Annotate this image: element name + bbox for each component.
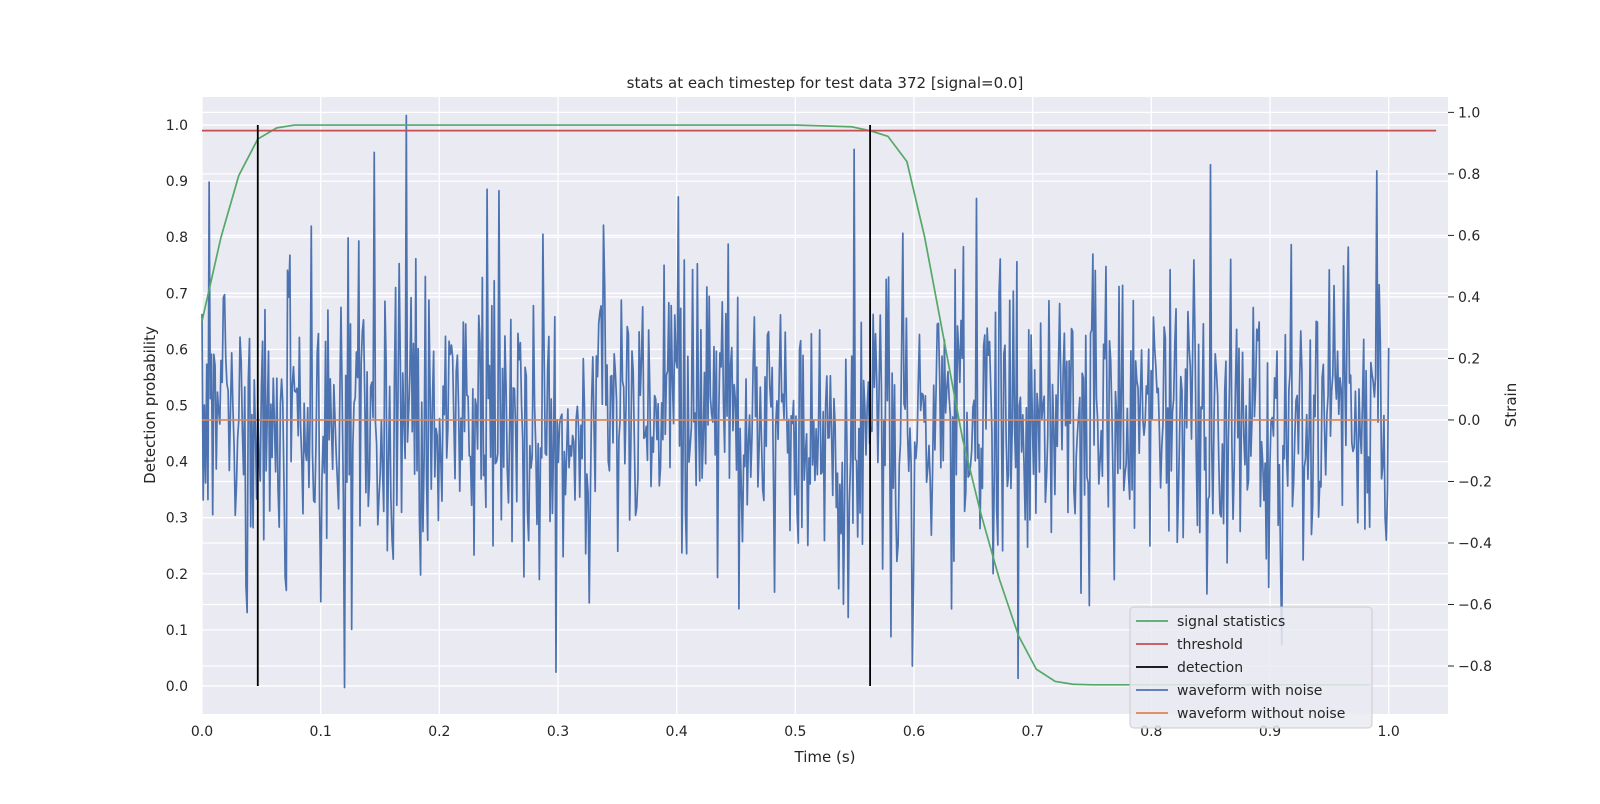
y2-axis-label: Strain: [1502, 383, 1520, 427]
y2-tick-label: 0.6: [1458, 228, 1480, 244]
x-tick-label: 0.5: [784, 724, 806, 740]
y-tick-label: 0.6: [166, 342, 188, 358]
x-tick-label: 1.0: [1378, 724, 1400, 740]
legend-label: threshold: [1177, 637, 1243, 653]
legend: signal statistics threshold detection wavef…: [1129, 606, 1373, 729]
y-tick-label: 0.0: [166, 679, 188, 695]
y-tick-label: 0.7: [166, 286, 188, 302]
signal-statistics-line: [201, 124, 1370, 686]
y-tick-label: 0.8: [166, 230, 188, 246]
y2-tick-label: 1.0: [1458, 105, 1480, 121]
y2-tick-label: 0.8: [1458, 167, 1480, 183]
y-axis-label: Detection probability: [141, 326, 159, 484]
x-tick-label: 0.4: [666, 724, 688, 740]
y2-tick-label: 0.4: [1458, 290, 1480, 306]
y2-tick-label: −0.8: [1458, 659, 1492, 675]
y2-tick-label: 0.0: [1458, 413, 1480, 429]
y2-tick-label: −0.2: [1458, 474, 1492, 490]
x-tick-label: 0.0: [191, 724, 213, 740]
y-tick-label: 0.2: [166, 567, 188, 583]
x-tick-label: 0.3: [547, 724, 569, 740]
legend-label: waveform without noise: [1177, 706, 1345, 722]
legend-label: detection: [1177, 660, 1243, 676]
x-tick-label: 0.6: [903, 724, 925, 740]
y-tick-label: 1.0: [166, 118, 188, 134]
x-tick-label: 0.2: [428, 724, 450, 740]
chart-title: stats at each timestep for test data 372…: [627, 74, 1024, 92]
y-tick-label: 0.3: [166, 511, 188, 527]
waveform-with-noise-line: [201, 114, 1390, 689]
x-tick-label: 0.1: [310, 724, 332, 740]
legend-label: waveform with noise: [1177, 683, 1322, 699]
y2-tick-label: −0.4: [1458, 536, 1492, 552]
y2-tick-label: −0.6: [1458, 598, 1492, 614]
plot-series: [201, 114, 1437, 689]
legend-label: signal statistics: [1177, 614, 1285, 630]
x-axis-label: Time (s): [794, 748, 856, 766]
axis-ticks: 0.0 0.1 0.2 0.3 0.4 0.5 0.6 0.7 0.8 0.9 1.0 0.0 0.1 0…: [166, 105, 1492, 740]
y2-tick-label: 0.2: [1458, 351, 1480, 367]
y-tick-label: 0.9: [166, 174, 188, 190]
x-tick-label: 0.7: [1022, 724, 1044, 740]
y-tick-label: 0.4: [166, 455, 188, 471]
legend-box: [1129, 606, 1373, 729]
y-tick-label: 0.1: [166, 623, 188, 639]
y-tick-label: 0.5: [166, 399, 188, 415]
